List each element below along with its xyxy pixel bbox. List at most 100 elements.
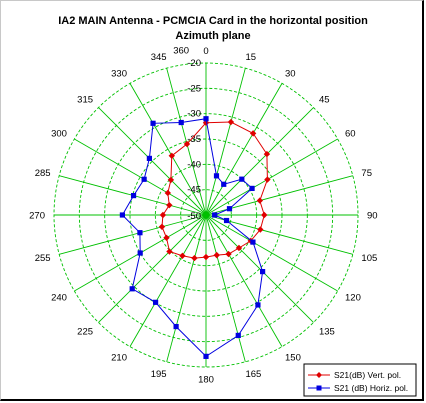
data-point-diamond <box>167 176 175 184</box>
grid-spoke <box>205 214 246 362</box>
data-point-square <box>203 353 209 359</box>
data-point-diamond <box>225 250 232 258</box>
angle-tick-label: 225 <box>77 326 93 337</box>
data-point-square <box>203 116 209 122</box>
angle-tick-label: 285 <box>35 168 51 179</box>
data-point-diamond <box>256 197 264 204</box>
legend: S21(dB) Vert. pol. S21 (dB) Horiz. pol. <box>303 363 417 397</box>
angle-tick-label: 150 <box>285 353 301 364</box>
grid-spoke <box>205 214 283 347</box>
grid-spoke <box>129 214 207 347</box>
angle-tick-label: 135 <box>319 326 335 337</box>
data-point-square <box>137 250 143 256</box>
angle-tick-label: 180 <box>198 375 214 386</box>
data-point-square <box>223 217 230 224</box>
data-point-square <box>152 299 159 305</box>
grid-spoke <box>205 214 353 255</box>
grid-spoke <box>74 138 207 216</box>
data-point-diamond <box>158 223 166 231</box>
legend-label: S21(dB) Vert. pol. <box>334 370 401 380</box>
data-point-square <box>239 176 245 182</box>
data-point-diamond <box>202 119 210 126</box>
angle-tick-label: 15 <box>245 52 256 63</box>
angle-tick-label: 270 <box>29 211 45 222</box>
data-point-square <box>255 302 261 308</box>
data-point-square <box>250 239 256 245</box>
angle-tick-label: 105 <box>361 253 377 264</box>
angle-tick-labels: 0 15 30 45 60 75 90 105 120 135 150 165 180 195 210 225… <box>29 46 377 386</box>
grid-spoke <box>205 83 283 216</box>
polar-grid <box>53 62 359 368</box>
angle-tick-label: 45 <box>319 95 330 106</box>
grid-spoke <box>205 214 338 292</box>
data-point-diamond <box>264 176 271 183</box>
data-point-square <box>137 230 143 236</box>
data-point-diamond <box>179 252 186 260</box>
data-point-diamond <box>257 226 264 233</box>
data-point-square <box>235 332 241 338</box>
angle-tick-label: 255 <box>35 253 51 264</box>
grid-spoke <box>166 214 207 362</box>
data-point-diamond <box>191 254 198 262</box>
data-point-square <box>212 212 218 218</box>
angle-tick-label: 0 <box>203 46 208 57</box>
data-point-square <box>129 286 135 292</box>
angle-tick-label: 210 <box>111 353 127 364</box>
angle-tick-label: 90 <box>367 211 378 222</box>
data-point-square <box>150 120 156 126</box>
grid-spoke <box>205 107 314 216</box>
angle-tick-label: 300 <box>51 129 67 140</box>
data-point-diamond <box>263 150 271 158</box>
data-point-diamond <box>227 118 235 126</box>
angle-tick-label: 240 <box>51 293 67 304</box>
radial-tick-label: -45 <box>187 185 201 196</box>
data-point-square <box>146 155 152 161</box>
data-point-diamond <box>261 211 268 219</box>
data-point-square <box>249 185 255 191</box>
data-point-diamond <box>213 251 220 259</box>
angle-tick-label: 360 <box>173 46 189 57</box>
angle-tick-label: 345 <box>151 52 167 63</box>
data-point-diamond <box>249 130 257 137</box>
data-point-square <box>221 181 227 187</box>
grid-spoke <box>98 107 207 216</box>
data-point-diamond <box>159 211 167 219</box>
data-point-diamond <box>235 244 243 252</box>
grid-spoke <box>205 138 338 216</box>
data-point-square <box>260 269 266 275</box>
legend-box <box>303 363 417 397</box>
data-point-square <box>119 212 125 218</box>
data-point-diamond <box>164 189 172 197</box>
legend-marker-diamond <box>316 372 322 378</box>
legend-label: S21 (dB) Horiz. pol. <box>334 383 408 393</box>
radial-tick-label: -30 <box>187 109 201 120</box>
radial-tick-label: -20 <box>187 58 201 69</box>
radial-tick-label: -50 <box>187 211 201 222</box>
series-layer <box>119 116 271 359</box>
data-point-diamond <box>202 253 210 261</box>
angle-tick-label: 165 <box>245 369 261 380</box>
angle-tick-label: 75 <box>361 168 372 179</box>
angle-tick-label: 195 <box>151 369 167 380</box>
radial-tick-labels: -20 -25 -30 -35 -40 -45 -50 <box>187 58 201 222</box>
data-point-diamond <box>163 234 170 241</box>
data-point-diamond <box>183 140 191 148</box>
grid-spoke <box>129 83 207 216</box>
radial-tick-label: -25 <box>187 83 201 94</box>
grid-spoke <box>205 214 314 323</box>
data-point-square <box>130 192 137 199</box>
angle-tick-label: 30 <box>285 68 296 79</box>
grid-spoke <box>205 68 246 216</box>
angle-tick-label: 60 <box>345 129 356 140</box>
angle-tick-label: 120 <box>345 293 361 304</box>
chart-title: IA2 MAIN Antenna - PCMCIA Card in the ho… <box>58 15 368 27</box>
data-point-square <box>178 119 184 126</box>
grid-spoke <box>98 214 207 323</box>
data-point-square <box>173 323 179 330</box>
radial-tick-label: -35 <box>187 134 201 145</box>
data-point-square <box>213 173 220 179</box>
data-point-diamond <box>166 201 173 209</box>
center-point <box>202 211 210 219</box>
